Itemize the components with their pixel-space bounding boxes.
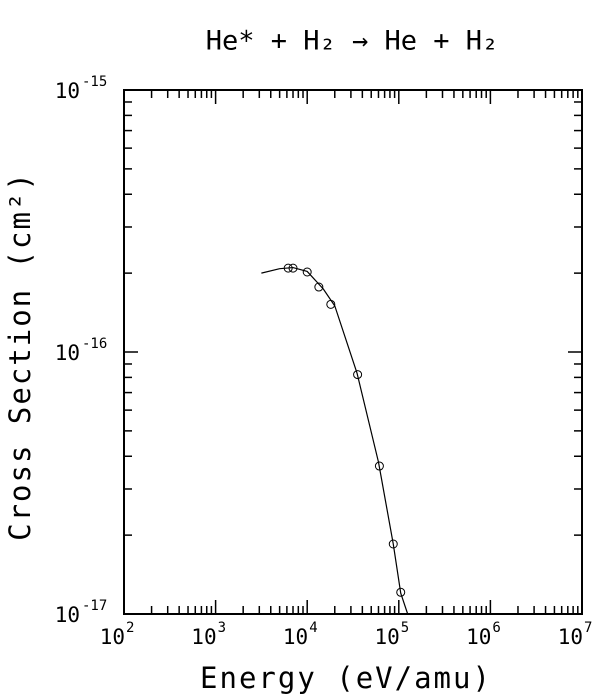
x-tick-exponent: 7	[584, 620, 592, 636]
y-tick-label: 10	[55, 79, 80, 103]
data-point	[388, 539, 398, 549]
data-point	[314, 282, 324, 292]
data-point	[353, 370, 363, 380]
data-point	[396, 587, 406, 597]
x-tick-exponent: 2	[126, 620, 134, 636]
x-tick-exponent: 5	[401, 620, 409, 636]
data-point	[302, 267, 312, 277]
y-tick-exponent: -17	[82, 598, 107, 614]
y-tick-label: 10	[55, 603, 80, 627]
fit-line	[261, 266, 409, 615]
y-tick-label: 10	[55, 341, 80, 365]
x-tick-label: 10	[466, 625, 491, 649]
y-tick-exponent: -16	[82, 336, 107, 352]
x-tick-exponent: 6	[492, 620, 500, 636]
y-axis-label: Cross Section (cm²)	[3, 171, 37, 541]
x-tick-label: 10	[100, 625, 125, 649]
x-tick-label: 10	[191, 625, 216, 649]
y-tick-exponent: -15	[82, 74, 107, 90]
x-axis-label: Energy (eV/amu)	[200, 661, 492, 695]
x-tick-exponent: 4	[309, 620, 317, 636]
plot-frame	[123, 89, 583, 615]
x-tick-label: 10	[283, 625, 308, 649]
chart-title: He* + H₂ → He + H₂	[206, 26, 499, 57]
x-tick-exponent: 3	[218, 620, 226, 636]
x-tick-label: 10	[558, 625, 583, 649]
x-tick-label: 10	[375, 625, 400, 649]
